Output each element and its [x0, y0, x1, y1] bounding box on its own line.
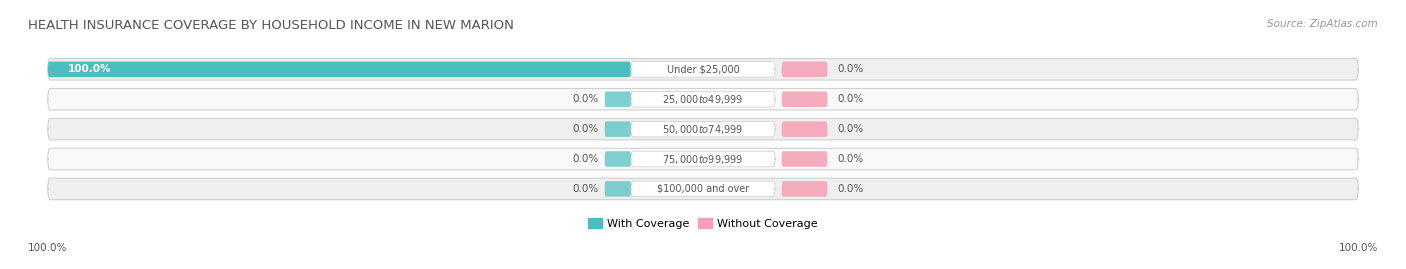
Text: Under $25,000: Under $25,000: [666, 64, 740, 74]
Text: 100.0%: 100.0%: [1339, 243, 1378, 253]
FancyBboxPatch shape: [605, 121, 631, 137]
FancyBboxPatch shape: [782, 91, 828, 107]
Text: 0.0%: 0.0%: [572, 184, 598, 194]
FancyBboxPatch shape: [782, 121, 828, 137]
FancyBboxPatch shape: [48, 59, 1358, 80]
Text: Source: ZipAtlas.com: Source: ZipAtlas.com: [1267, 19, 1378, 29]
FancyBboxPatch shape: [48, 118, 1358, 140]
Text: $100,000 and over: $100,000 and over: [657, 184, 749, 194]
FancyBboxPatch shape: [782, 181, 828, 197]
FancyBboxPatch shape: [48, 178, 1358, 200]
Text: 100.0%: 100.0%: [67, 64, 111, 74]
FancyBboxPatch shape: [631, 121, 775, 137]
FancyBboxPatch shape: [631, 181, 775, 197]
Text: 0.0%: 0.0%: [838, 154, 863, 164]
Text: HEALTH INSURANCE COVERAGE BY HOUSEHOLD INCOME IN NEW MARION: HEALTH INSURANCE COVERAGE BY HOUSEHOLD I…: [28, 19, 515, 32]
FancyBboxPatch shape: [782, 151, 828, 167]
FancyBboxPatch shape: [605, 151, 631, 167]
Text: $50,000 to $74,999: $50,000 to $74,999: [662, 123, 744, 136]
Text: $25,000 to $49,999: $25,000 to $49,999: [662, 93, 744, 106]
Text: 0.0%: 0.0%: [838, 64, 863, 74]
FancyBboxPatch shape: [48, 148, 1358, 170]
Text: 0.0%: 0.0%: [572, 124, 598, 134]
FancyBboxPatch shape: [605, 91, 631, 107]
FancyBboxPatch shape: [631, 151, 775, 167]
FancyBboxPatch shape: [48, 89, 1358, 110]
Text: $75,000 to $99,999: $75,000 to $99,999: [662, 153, 744, 165]
Text: 0.0%: 0.0%: [838, 94, 863, 104]
Text: 0.0%: 0.0%: [572, 154, 598, 164]
FancyBboxPatch shape: [782, 62, 828, 77]
FancyBboxPatch shape: [48, 62, 631, 77]
FancyBboxPatch shape: [631, 62, 775, 77]
Text: 0.0%: 0.0%: [572, 94, 598, 104]
FancyBboxPatch shape: [605, 181, 631, 197]
Text: 0.0%: 0.0%: [838, 184, 863, 194]
Text: 100.0%: 100.0%: [28, 243, 67, 253]
FancyBboxPatch shape: [631, 91, 775, 107]
Text: 0.0%: 0.0%: [838, 124, 863, 134]
Legend: With Coverage, Without Coverage: With Coverage, Without Coverage: [583, 214, 823, 233]
